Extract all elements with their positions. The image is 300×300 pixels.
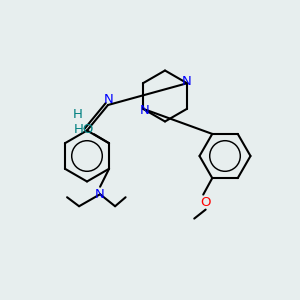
Text: N: N [95,188,105,201]
Text: N: N [140,104,149,117]
Text: N: N [182,75,191,88]
Text: HO: HO [74,123,94,136]
Text: N: N [104,92,113,106]
Text: O: O [200,196,211,209]
Text: H: H [73,107,83,121]
